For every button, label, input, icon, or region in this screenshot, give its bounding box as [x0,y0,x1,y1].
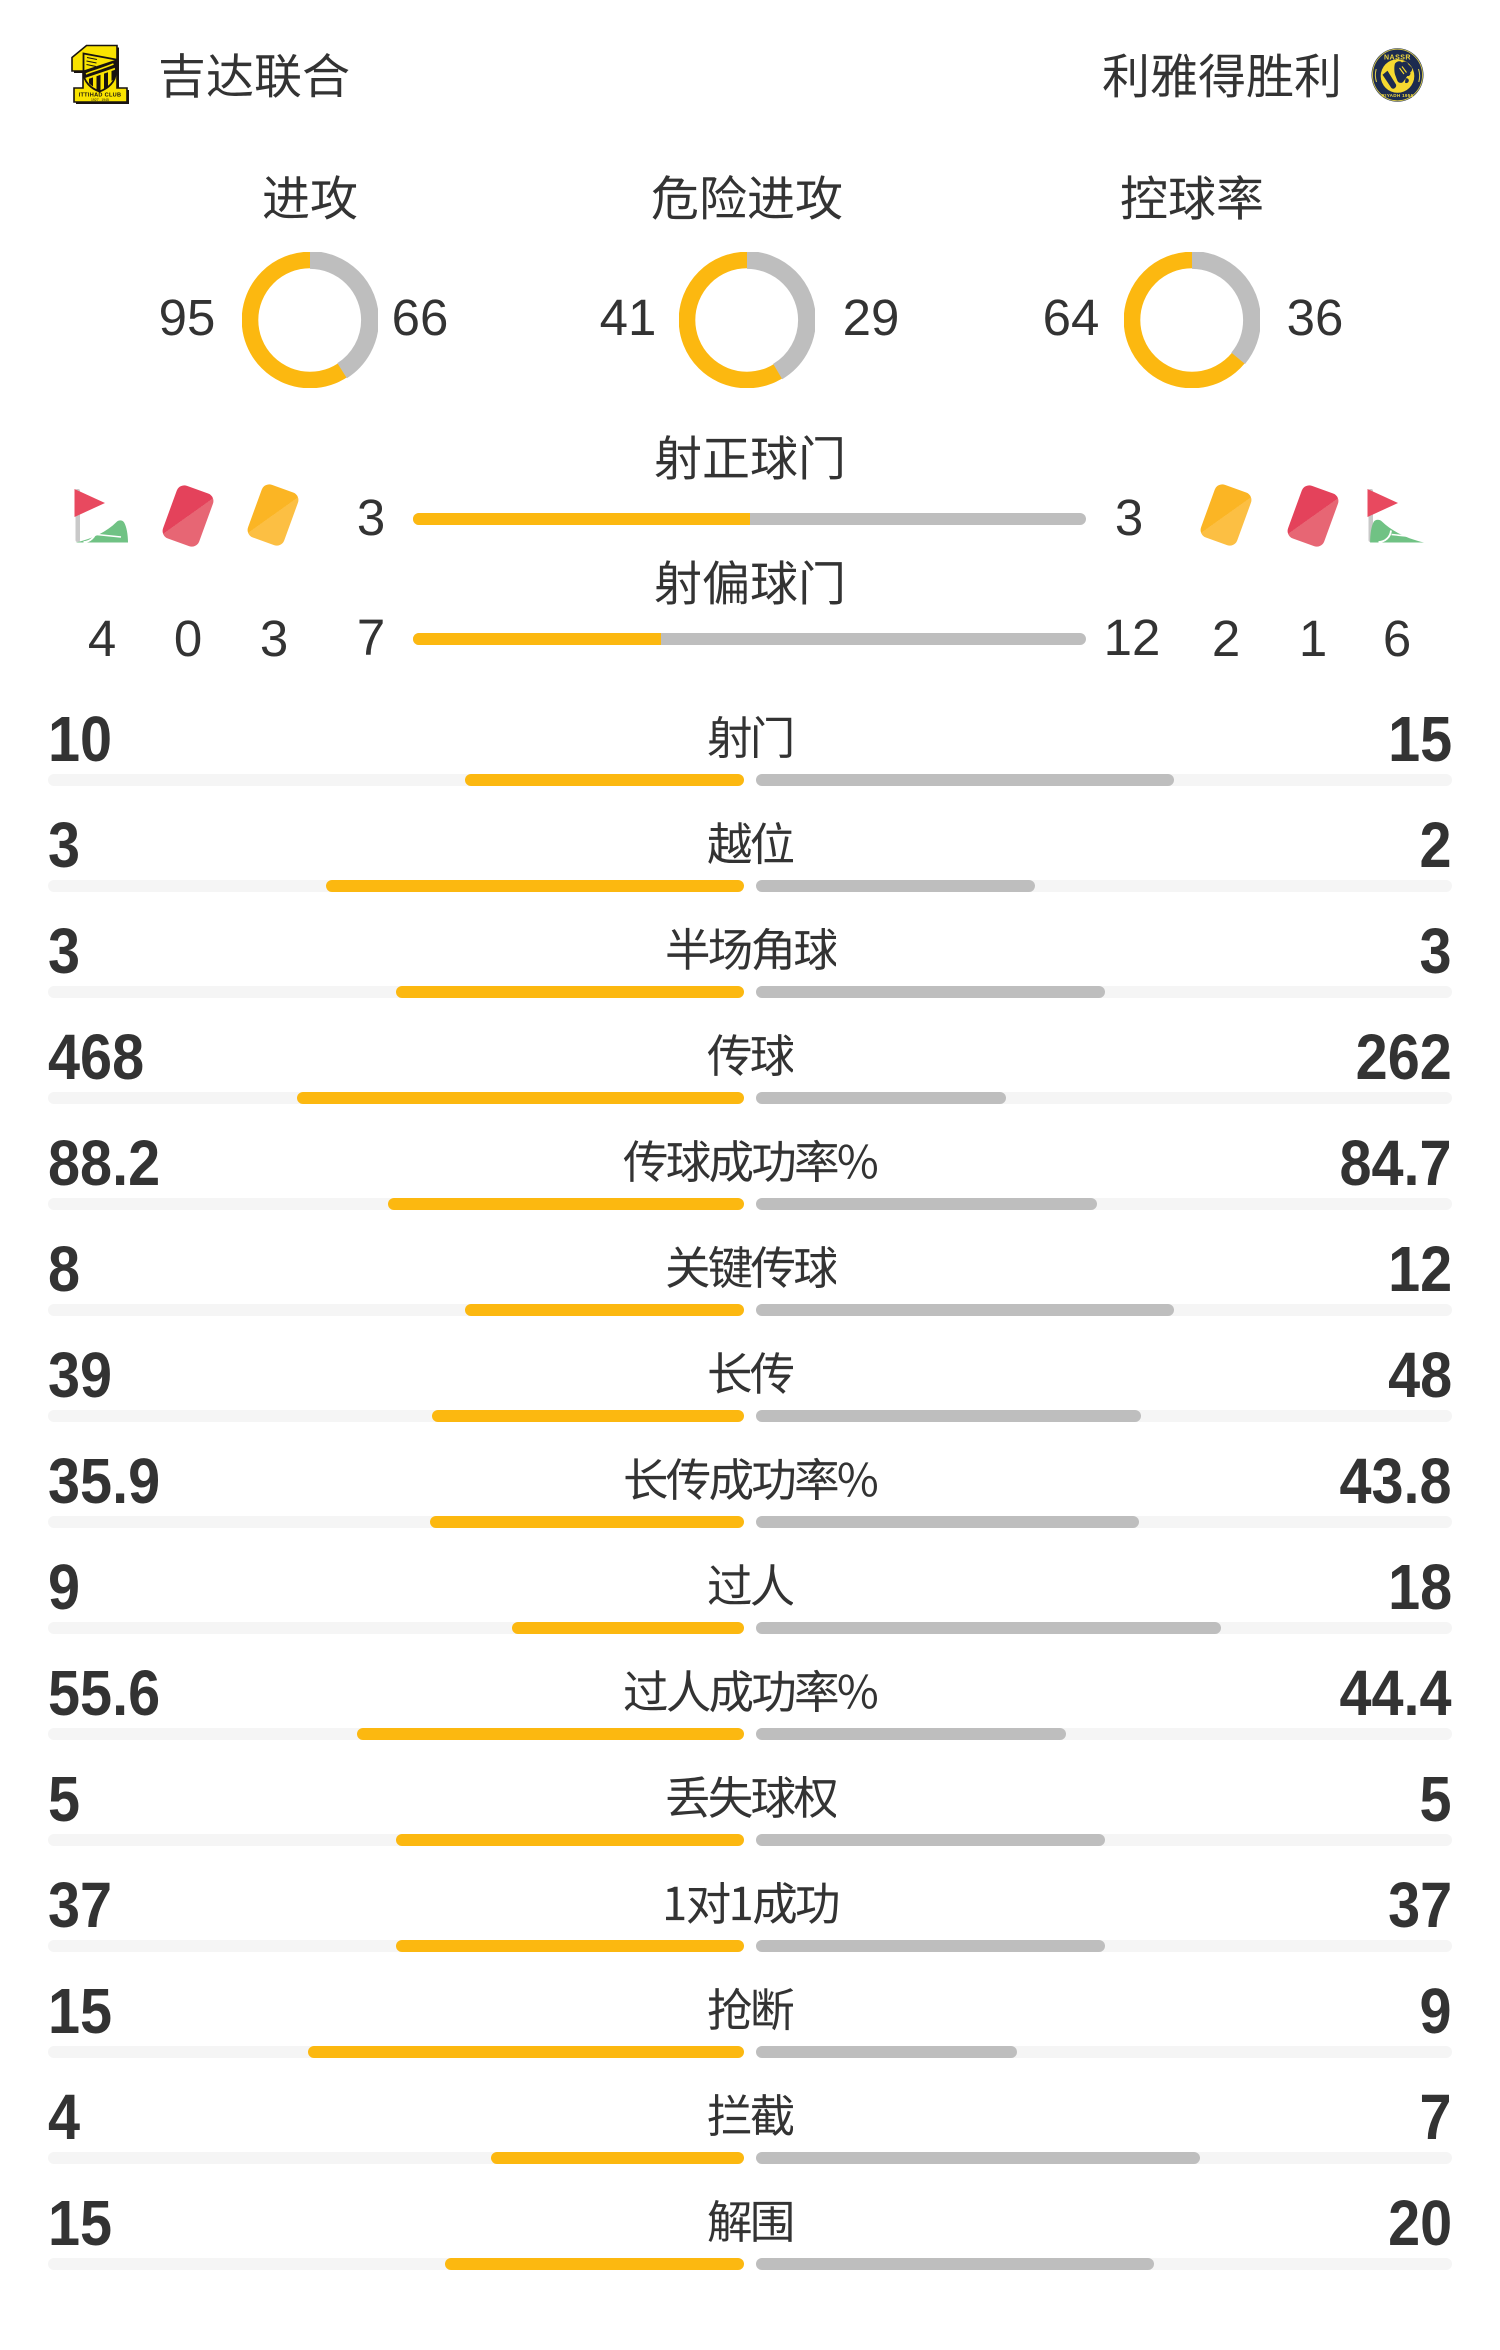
svg-text:RIYADH 1955: RIYADH 1955 [1382,93,1414,98]
svg-text:1927 . 1945: 1927 . 1945 [91,98,109,102]
svg-text:NASSR: NASSR [1384,55,1411,62]
svg-text:ITTIHAD CLUB: ITTIHAD CLUB [79,93,122,99]
